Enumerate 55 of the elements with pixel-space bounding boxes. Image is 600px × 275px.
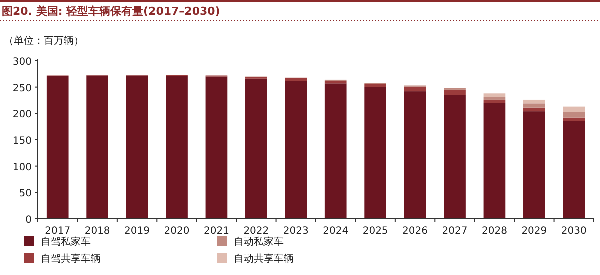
y-tick-label: 150 xyxy=(12,136,32,147)
x-tick-label: 2026 xyxy=(402,226,428,237)
x-tick-label: 2024 xyxy=(323,226,349,237)
bar xyxy=(484,103,506,219)
chart-title: 图20. 美国: 轻型车辆保有量(2017–2030) xyxy=(2,5,220,18)
bar xyxy=(444,90,466,96)
x-tick-label: 2023 xyxy=(283,226,309,237)
bar xyxy=(126,76,148,219)
bar xyxy=(484,94,506,98)
bar xyxy=(206,76,228,219)
y-tick-label: 300 xyxy=(12,57,32,68)
bar xyxy=(404,92,426,219)
y-tick-label: 250 xyxy=(12,83,32,94)
bar xyxy=(285,81,308,219)
bar xyxy=(285,78,308,82)
bar xyxy=(404,86,426,92)
bar xyxy=(46,76,69,219)
x-tick-label: 2021 xyxy=(204,226,230,237)
bar xyxy=(484,97,506,100)
y-tick-label: 100 xyxy=(12,162,32,174)
bar xyxy=(324,81,347,84)
x-tick-label: 2029 xyxy=(522,226,548,237)
legend-label: 自驾共享车辆 xyxy=(41,253,101,265)
bar xyxy=(563,118,586,122)
bar xyxy=(484,100,506,104)
x-tick-label: 2027 xyxy=(442,226,468,237)
bar xyxy=(86,76,108,219)
bar xyxy=(563,106,586,112)
bar xyxy=(324,84,347,219)
legend-label: 自动私家车 xyxy=(234,236,284,248)
bar xyxy=(563,112,586,118)
y-axis-title: （单位：百万辆） xyxy=(4,35,84,47)
bar xyxy=(524,112,546,219)
y-tick-label: 0 xyxy=(26,215,32,226)
y-tick-label: 200 xyxy=(12,110,32,121)
legend-label: 自驾私家车 xyxy=(41,236,91,248)
bar xyxy=(166,76,188,219)
bar xyxy=(524,104,546,108)
bar xyxy=(364,84,386,88)
x-tick-label: 2025 xyxy=(362,226,388,237)
bar xyxy=(444,95,466,219)
x-tick-label: 2022 xyxy=(244,226,270,237)
bar xyxy=(246,78,268,219)
legend-label: 自动共享车辆 xyxy=(234,253,294,265)
x-tick-label: 2018 xyxy=(84,226,110,237)
x-tick-label: 2028 xyxy=(482,226,508,237)
y-tick-label: 50 xyxy=(19,188,32,200)
bar xyxy=(563,121,586,219)
x-tick-label: 2030 xyxy=(561,226,587,237)
x-tick-label: 2017 xyxy=(45,226,71,237)
bar xyxy=(524,108,546,112)
bar xyxy=(364,87,386,219)
x-tick-label: 2020 xyxy=(164,226,190,237)
x-tick-label: 2019 xyxy=(124,226,150,237)
bar xyxy=(524,100,546,104)
